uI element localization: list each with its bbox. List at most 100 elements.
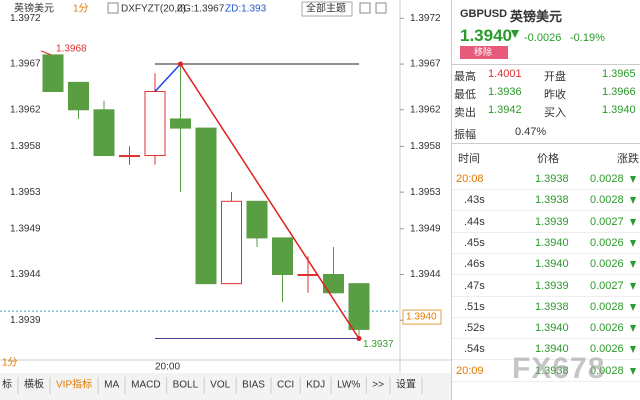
tick-header: 价格 — [537, 153, 559, 165]
symbol-title: 英镑美元 — [14, 2, 54, 15]
tick-price: 1.3938 — [535, 194, 569, 207]
tick-row: 20:09 1.3938 0.0028 — [452, 360, 640, 382]
tick-price: 1.3938 — [535, 364, 569, 377]
quote-cell: 1.3966 — [602, 86, 636, 98]
down-arrow — [630, 197, 636, 205]
y-tick-label-left: 1.3949 — [10, 223, 41, 234]
toolbar-item[interactable]: >> — [372, 380, 384, 391]
y-tick-label-left: 1.3958 — [10, 141, 41, 152]
drawing-trend — [179, 63, 360, 339]
tick-time: 20:09 — [456, 364, 484, 377]
tick-time: .43s — [464, 194, 485, 207]
zg: ZG:1.3967 — [177, 4, 225, 15]
down-arrow — [630, 282, 636, 290]
tick-change: 0.0027 — [590, 279, 624, 292]
toolbar-item[interactable]: MA — [104, 380, 119, 391]
toolbar-item[interactable]: CCI — [277, 380, 294, 391]
theme[interactable]: 全部主题 — [306, 2, 346, 15]
symbol: GBPUSD — [460, 8, 508, 20]
remove-button[interactable]: 移除 — [460, 46, 508, 59]
quote-cell: 卖出 — [454, 107, 476, 119]
tick-row: 20:08 1.3938 0.0028 — [452, 168, 640, 190]
quote-panel: GBPUSD 英镑美元 1.3940 -0.0026 -0.19% 移除 最高 1.4001 开… — [451, 0, 640, 400]
high-marker: 1.3968 — [56, 44, 87, 55]
toolbar-item[interactable]: 标 — [2, 379, 12, 391]
period[interactable]: 1分 — [73, 3, 89, 15]
y-tick-label-left: 1.3962 — [10, 104, 41, 115]
tick-row: .43s 1.3938 0.0028 — [452, 189, 640, 212]
quote-cell: 最低 — [454, 89, 476, 101]
down-arrow — [511, 30, 519, 38]
tick-time: .45s — [464, 236, 485, 249]
indicator-icon — [107, 2, 119, 14]
icon[interactable] — [375, 2, 387, 14]
anchor — [356, 336, 362, 342]
toolbar-item[interactable]: VIP指标 — [56, 378, 92, 391]
tick-change: 0.0027 — [590, 215, 624, 228]
quote-cell: 1.3936 — [488, 86, 522, 98]
candle-body — [93, 109, 115, 157]
tick-time: .51s — [464, 300, 485, 313]
candle-body — [42, 54, 64, 92]
chart-bg — [0, 0, 451, 400]
quote-cell: 开盘 — [544, 71, 566, 83]
quote-cell: 1.4001 — [488, 68, 522, 80]
tick-change: 0.0026 — [590, 343, 624, 356]
candle-body — [221, 200, 242, 285]
drawing-arrow — [154, 63, 182, 93]
icon[interactable] — [359, 2, 371, 14]
y-tick-label-right: 1.3972 — [410, 13, 441, 24]
toolbar-item[interactable]: 设置 — [396, 379, 416, 391]
down-arrow — [630, 346, 636, 354]
tick-price: 1.3939 — [535, 215, 569, 228]
tick-change: 0.0028 — [590, 194, 624, 207]
down-arrow — [630, 261, 636, 269]
sep — [452, 64, 640, 65]
tick-change: 0.0028 — [590, 300, 624, 313]
tick-time: .54s — [464, 343, 485, 356]
tick-time: .46s — [464, 258, 485, 271]
quote-cell: 1.3965 — [602, 68, 636, 80]
candle-body — [119, 155, 140, 158]
candle-body — [323, 274, 344, 294]
tick-price: 1.3939 — [535, 279, 569, 292]
toolbar-item[interactable]: KDJ — [306, 380, 325, 391]
tick-row: .54s 1.3940 0.0026 — [452, 338, 640, 361]
tick-row: .44s 1.3939 0.0027 — [452, 211, 640, 233]
toolbar-item[interactable]: BOLL — [173, 380, 199, 391]
indicator: DXFYZT(20,0) — [121, 4, 186, 15]
tick-price: 1.3938 — [535, 173, 569, 185]
amp: 0.47% — [515, 126, 547, 138]
period-bottom: 1分 — [2, 357, 18, 369]
chart: 英镑美元 1分 DXFYZT(20,0) ZG:1.3967 ZD:1.393 … — [0, 0, 451, 400]
quote-cell: 最高 — [454, 71, 476, 83]
toolbar-item[interactable]: LW% — [337, 380, 360, 391]
tick-price: 1.3940 — [535, 258, 569, 271]
toolbar-item[interactable]: BIAS — [242, 380, 265, 391]
tick-change: 0.0026 — [590, 258, 624, 271]
sep — [452, 143, 640, 144]
down-arrow — [630, 176, 636, 183]
theme-dropdown[interactable] — [301, 1, 353, 17]
toolbar-item[interactable]: MACD — [131, 380, 160, 391]
candle-body — [68, 81, 89, 111]
candle-body — [272, 237, 293, 275]
tick-change: 0.0028 — [590, 364, 624, 377]
change-pct: -0.19% — [570, 32, 605, 44]
toolbar-item[interactable]: 横板 — [24, 378, 44, 391]
tick-change: 0.0026 — [590, 322, 624, 335]
tick-row: .45s 1.3940 0.0026 — [452, 232, 640, 254]
candle-body — [348, 283, 370, 330]
tick-price: 1.3938 — [535, 300, 569, 313]
time-label: 20:00 — [155, 362, 180, 373]
quote-cell: 昨收 — [544, 89, 566, 101]
down-arrow — [630, 218, 636, 226]
tick-price: 1.3940 — [535, 322, 569, 335]
watermark: FX678 — [512, 352, 606, 385]
toolbar-item[interactable]: VOL — [210, 380, 230, 391]
y-tick-label-left: 1.3953 — [10, 187, 41, 198]
tick-time: .44s — [464, 215, 485, 228]
price-tag-label: 1.3940 — [406, 312, 437, 323]
zd: ZD:1.393 — [225, 4, 267, 15]
y-tick-label-right: 1.3944 — [410, 269, 441, 280]
